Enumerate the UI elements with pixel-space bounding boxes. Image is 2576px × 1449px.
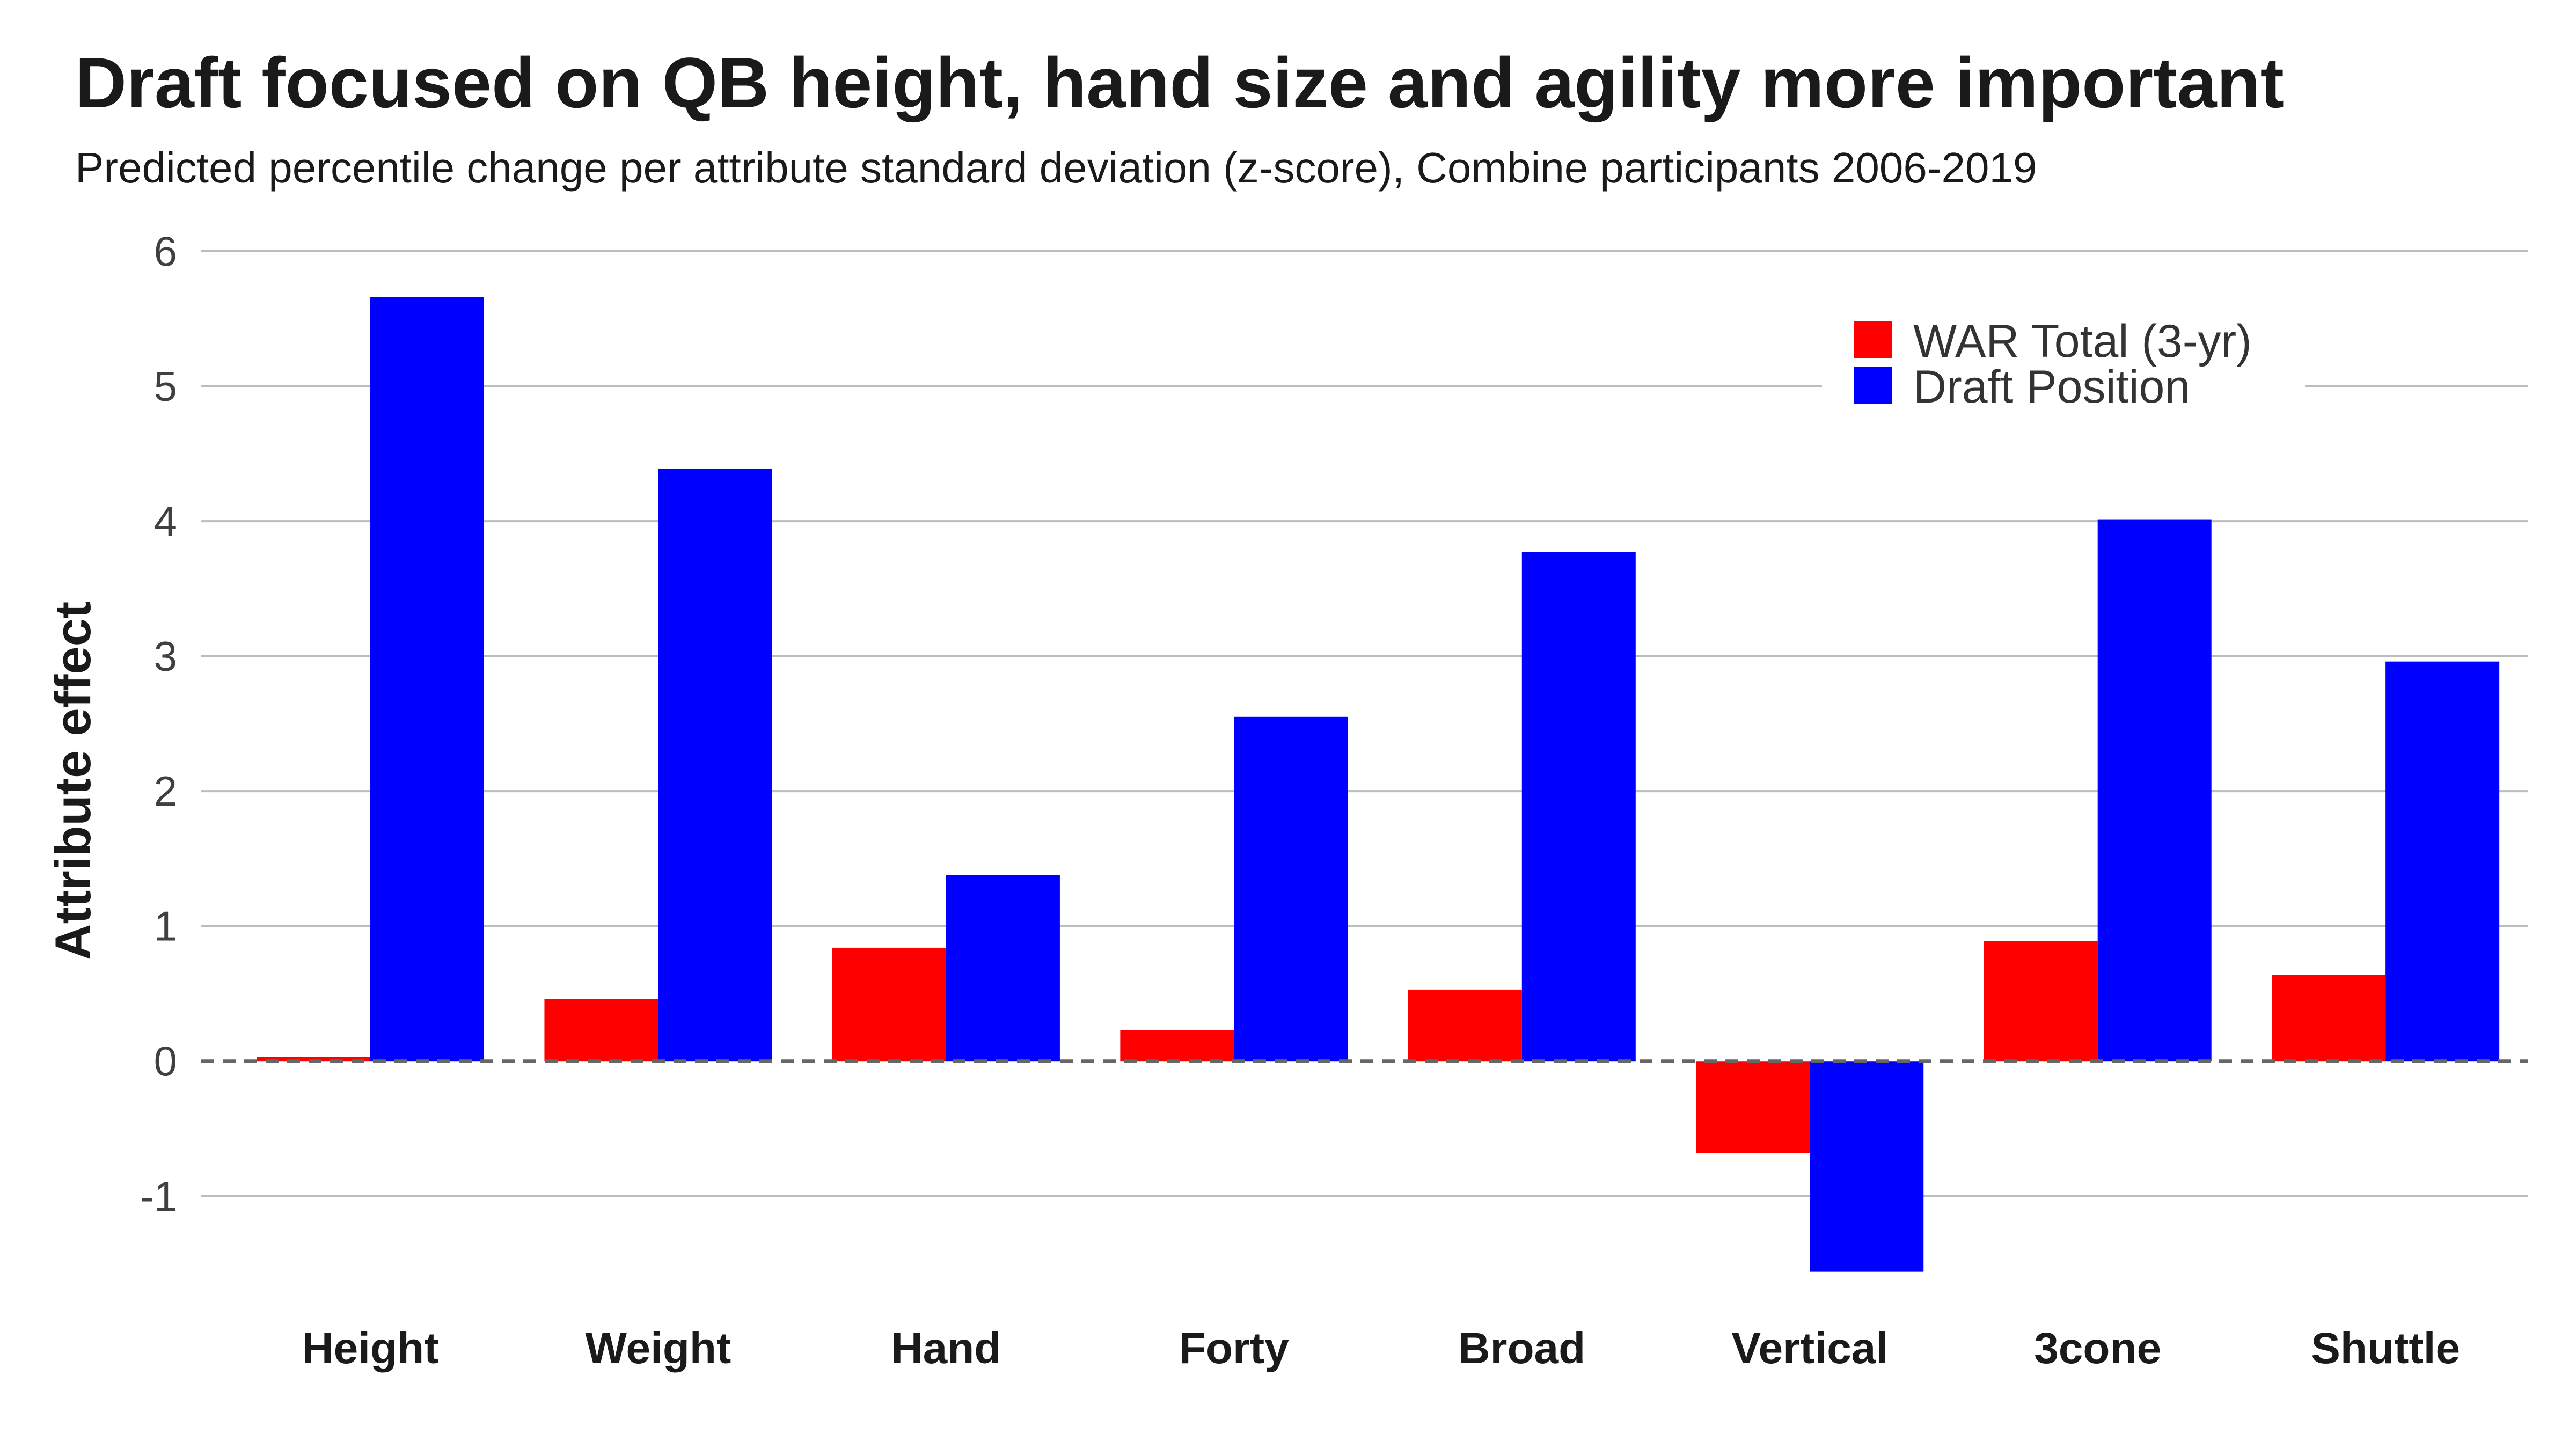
legend: WAR Total (3-yr) Draft Position <box>1822 298 2305 427</box>
y-tick-label: 1 <box>154 903 177 950</box>
y-tick-label: 4 <box>154 497 177 545</box>
legend-background <box>1822 298 2305 427</box>
bar-war-3cone <box>1984 941 2098 1062</box>
legend-label-war: WAR Total (3-yr) <box>1913 316 2252 367</box>
gridlines <box>201 250 2528 1197</box>
bars <box>257 297 2500 1272</box>
x-tick-label: Forty <box>1179 1324 1289 1373</box>
y-tick-label: 5 <box>154 363 177 410</box>
bar-draft-vertical <box>1810 1061 1924 1272</box>
y-tick-label: 3 <box>154 633 177 680</box>
bar-draft-shuttle <box>2385 661 2500 1062</box>
chart-subtitle: Predicted percentile change per attribut… <box>75 144 2037 192</box>
bar-war-hand <box>832 947 946 1062</box>
bar-draft-forty <box>1234 716 1348 1062</box>
chart-title: Draft focused on QB height, hand size an… <box>75 43 2284 123</box>
y-axis-ticks: -1 0 1 2 3 4 5 6 <box>140 228 177 1220</box>
bar-war-shuttle <box>2272 975 2386 1062</box>
y-tick-label: 6 <box>154 228 177 275</box>
bar-war-weight <box>544 999 658 1062</box>
bar-war-forty <box>1120 1030 1234 1062</box>
x-tick-label: 3cone <box>2034 1324 2161 1373</box>
y-axis-label: Attribute effect <box>45 602 101 960</box>
x-tick-label: Broad <box>1458 1324 1585 1373</box>
legend-swatch-draft <box>1854 367 1892 404</box>
bar-draft-broad <box>1521 552 1636 1062</box>
bar-war-broad <box>1408 989 1522 1062</box>
bar-draft-3cone <box>2097 519 2212 1062</box>
x-tick-label: Weight <box>586 1324 731 1373</box>
bar-war-vertical <box>1696 1061 1810 1153</box>
x-tick-label: Height <box>302 1324 438 1373</box>
bar-draft-hand <box>946 875 1060 1062</box>
bar-draft-height <box>370 297 484 1062</box>
x-tick-label: Hand <box>891 1324 1001 1373</box>
x-tick-label: Vertical <box>1731 1324 1888 1373</box>
y-tick-label: 0 <box>154 1037 177 1085</box>
legend-swatch-war <box>1854 321 1892 358</box>
bar-draft-weight <box>658 468 772 1062</box>
x-tick-label: Shuttle <box>2311 1324 2460 1373</box>
y-tick-label: 2 <box>154 767 177 815</box>
bar-war-height <box>257 1057 370 1062</box>
y-tick-label: -1 <box>140 1173 177 1220</box>
x-axis-ticks: Height Weight Hand Forty Broad Vertical 3cone S… <box>302 1324 2460 1373</box>
legend-label-draft: Draft Position <box>1913 361 2190 413</box>
